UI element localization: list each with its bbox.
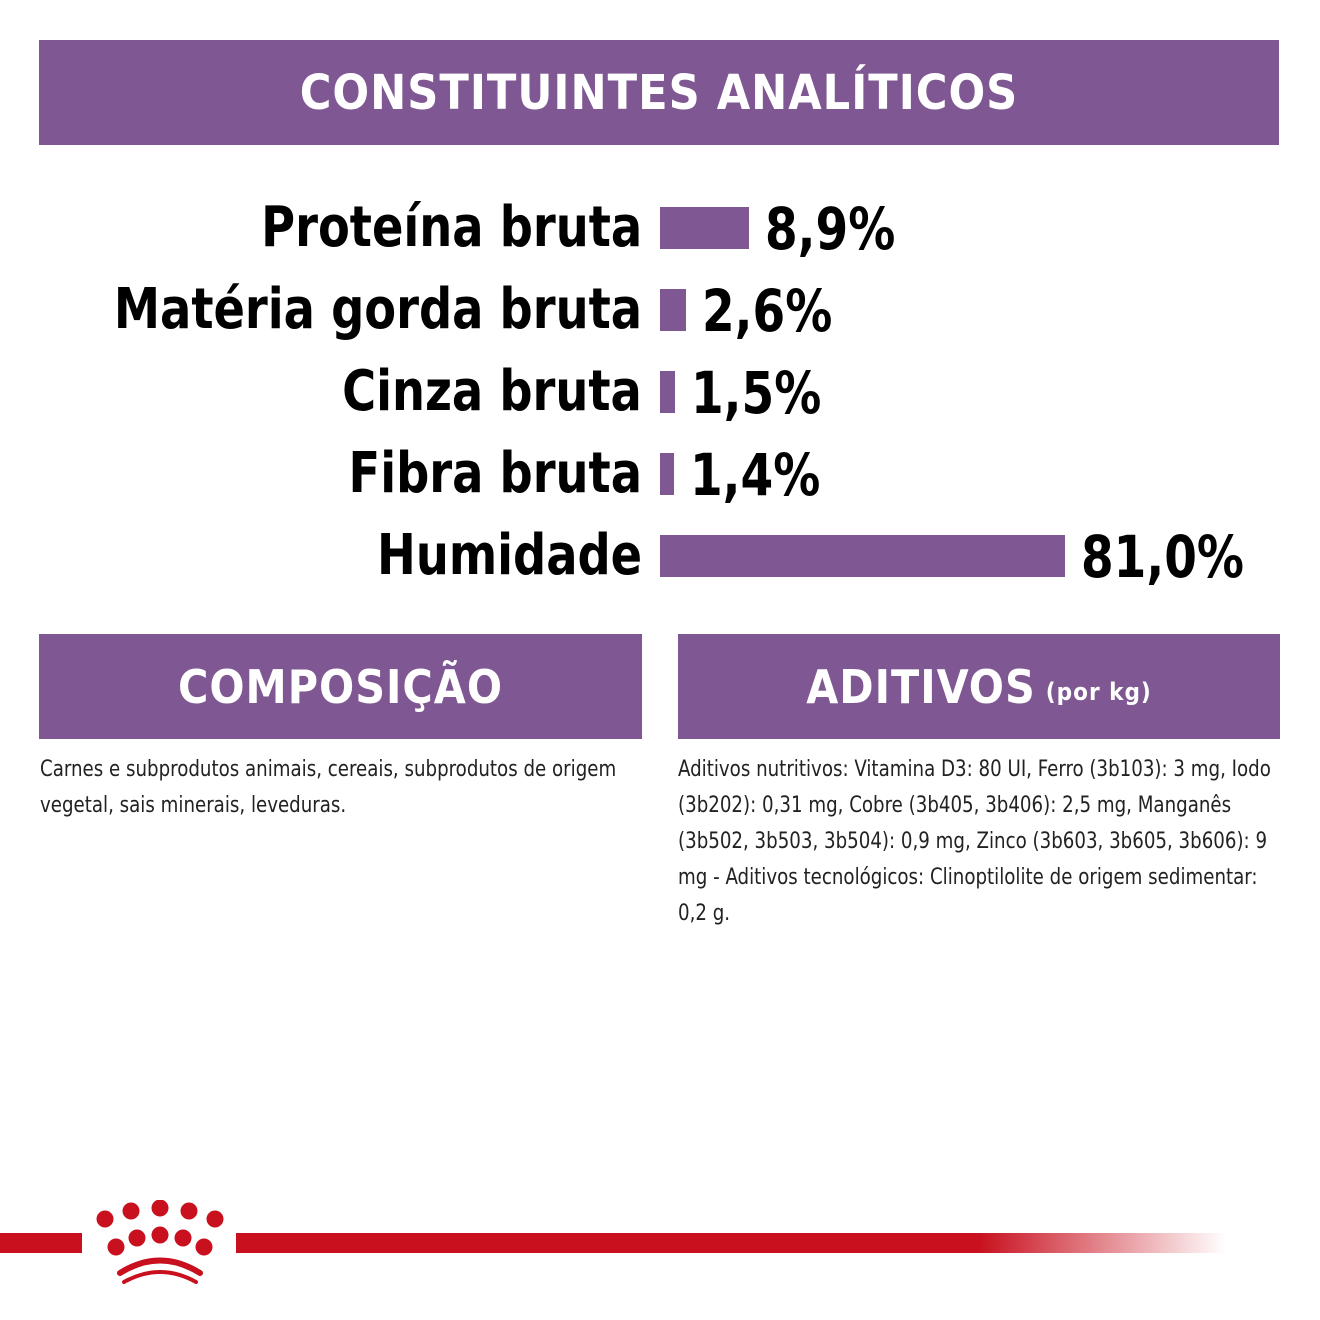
constituent-label: Cinza bruta	[342, 359, 642, 424]
composition-header: COMPOSIÇÃO	[39, 634, 642, 739]
additives-header: ADITIVOS (por kg)	[678, 634, 1280, 739]
footer-red-line-right	[236, 1233, 1226, 1253]
constituent-value: 81,0%	[1081, 523, 1244, 591]
constituent-label: Humidade	[376, 523, 642, 588]
royal-canin-crown-logo	[96, 1200, 224, 1284]
constituent-bar	[660, 207, 749, 249]
footer-red-line-left	[0, 1233, 82, 1253]
additives-text: Aditivos nutritivos: Vitamina D3: 80 UI,…	[678, 757, 1271, 926]
constituent-label: Proteína bruta	[260, 195, 642, 260]
constituent-bar	[660, 371, 675, 413]
constituent-label: Fibra bruta	[348, 441, 642, 506]
composition-text: Carnes e subprodutos animais, cereais, s…	[40, 757, 617, 818]
constituent-value: 2,6%	[702, 277, 833, 345]
constituent-row: Cinza bruta 1,5%	[0, 359, 1320, 427]
constituent-row: Proteína bruta 8,9%	[0, 195, 1320, 263]
constituent-value: 1,5%	[691, 359, 822, 427]
additives-unit: (por kg)	[1045, 677, 1152, 706]
header-title: CONSTITUINTES ANALÍTICOS	[299, 64, 1019, 121]
constituent-bar	[660, 453, 674, 495]
constituent-value: 8,9%	[765, 195, 896, 263]
additives-title: ADITIVOS	[806, 659, 1036, 714]
analytical-constituents-header: CONSTITUINTES ANALÍTICOS	[39, 40, 1279, 145]
constituent-label: Matéria gorda bruta	[113, 277, 642, 342]
composition-title: COMPOSIÇÃO	[178, 659, 503, 714]
constituent-row: Humidade 81,0%	[0, 523, 1320, 591]
constituent-row: Fibra bruta 1,4%	[0, 441, 1320, 509]
constituent-value: 1,4%	[690, 441, 821, 509]
constituent-bar	[660, 289, 686, 331]
constituent-bar	[660, 535, 1065, 577]
constituent-row: Matéria gorda bruta 2,6%	[0, 277, 1320, 345]
